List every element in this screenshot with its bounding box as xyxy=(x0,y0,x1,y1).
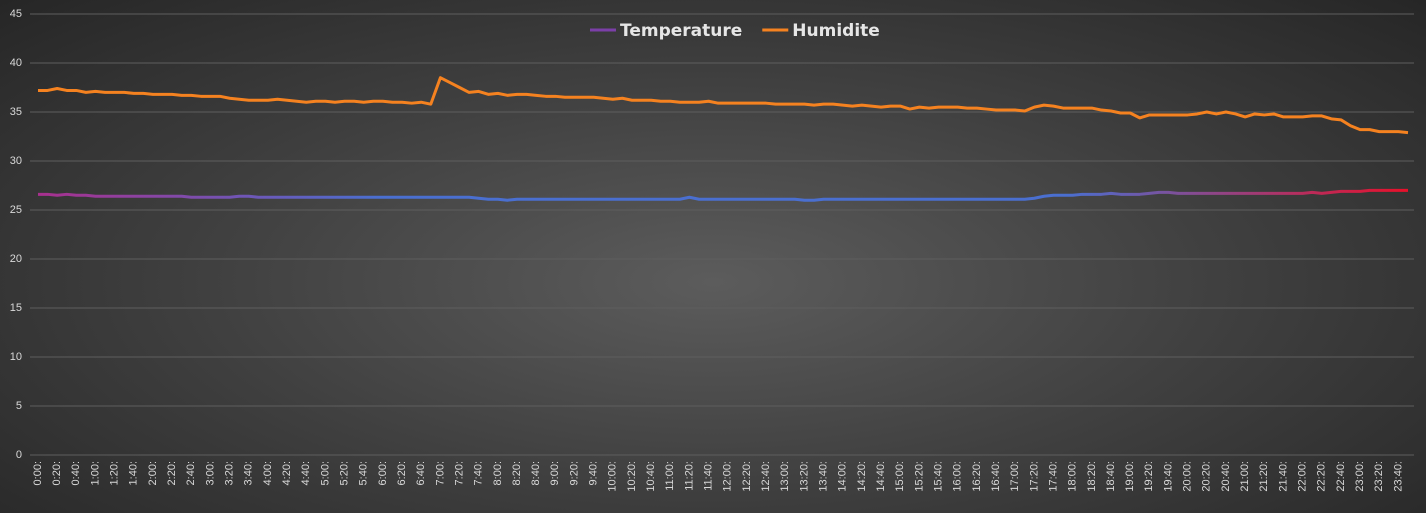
x-tick-label: 4:20: xyxy=(281,461,293,485)
x-tick-label: 21:40: xyxy=(1277,461,1289,492)
x-tick-label: 4:40: xyxy=(300,461,312,485)
x-tick-label: 13:40: xyxy=(818,461,830,492)
x-tick-label: 18:20: xyxy=(1086,461,1098,492)
y-tick-label: 35 xyxy=(10,106,22,118)
x-tick-label: 17:00: xyxy=(1009,461,1021,492)
x-tick-label: 10:40: xyxy=(645,461,657,492)
x-tick-label: 5:20: xyxy=(338,461,350,485)
x-tick-label: 18:40: xyxy=(1105,461,1117,492)
legend-label: Humidite xyxy=(792,21,880,41)
x-tick-label: 16:00: xyxy=(952,461,964,492)
x-tick-label: 9:40: xyxy=(588,461,600,485)
x-tick-label: 3:40: xyxy=(243,461,255,485)
x-tick-label: 16:20: xyxy=(971,461,983,492)
x-tick-label: 19:20: xyxy=(1143,461,1155,492)
x-tick-label: 3:00: xyxy=(204,461,216,485)
x-tick-label: 8:40: xyxy=(530,461,542,485)
x-tick-label: 15:00: xyxy=(894,461,906,492)
x-tick-label: 3:20: xyxy=(224,461,236,485)
y-tick-label: 25 xyxy=(10,204,22,216)
x-tick-label: 5:40: xyxy=(358,461,370,485)
x-tick-label: 17:40: xyxy=(1047,461,1059,492)
x-tick-label: 12:40: xyxy=(760,461,772,492)
y-tick-label: 0 xyxy=(16,449,22,461)
x-tick-label: 9:20: xyxy=(568,461,580,485)
x-tick-label: 13:00: xyxy=(779,461,791,492)
x-tick-label: 1:40: xyxy=(128,461,140,485)
x-tick-label: 14:20: xyxy=(856,461,868,492)
x-tick-label: 18:00: xyxy=(1067,461,1079,492)
x-tick-label: 0:20: xyxy=(51,461,63,485)
x-tick-label: 2:00: xyxy=(147,461,159,485)
x-tick-label: 21:00: xyxy=(1239,461,1251,492)
y-tick-label: 40 xyxy=(10,57,22,69)
y-tick-label: 30 xyxy=(10,155,22,167)
x-tick-label: 7:00: xyxy=(434,461,446,485)
x-tick-label: 7:40: xyxy=(473,461,485,485)
x-tick-label: 7:20: xyxy=(453,461,465,485)
x-tick-label: 15:20: xyxy=(913,461,925,492)
series-line xyxy=(38,188,1408,202)
y-tick-label: 20 xyxy=(10,253,22,265)
x-tick-label: 23:20: xyxy=(1373,461,1385,492)
x-tick-label: 14:00: xyxy=(837,461,849,492)
x-tick-label: 2:20: xyxy=(166,461,178,485)
x-tick-label: 1:20: xyxy=(109,461,121,485)
x-tick-label: 22:40: xyxy=(1335,461,1347,492)
x-tick-label: 23:40: xyxy=(1392,461,1404,492)
x-tick-label: 13:20: xyxy=(798,461,810,492)
x-tick-label: 6:20: xyxy=(396,461,408,485)
y-tick-label: 15 xyxy=(10,302,22,314)
x-tick-label: 20:00: xyxy=(1182,461,1194,492)
x-tick-label: 8:20: xyxy=(511,461,523,485)
y-tick-label: 5 xyxy=(16,400,22,412)
x-tick-label: 0:40: xyxy=(70,461,82,485)
y-tick-label: 10 xyxy=(10,351,22,363)
x-tick-label: 15:40: xyxy=(932,461,944,492)
x-tick-label: 6:40: xyxy=(415,461,427,485)
x-tick-label: 9:00: xyxy=(549,461,561,485)
x-tick-label: 1:00: xyxy=(89,461,101,485)
x-tick-label: 20:20: xyxy=(1201,461,1213,492)
x-tick-label: 12:20: xyxy=(741,461,753,492)
x-tick-label: 16:40: xyxy=(990,461,1002,492)
x-tick-label: 4:00: xyxy=(262,461,274,485)
x-tick-label: 22:20: xyxy=(1316,461,1328,492)
x-tick-label: 2:40: xyxy=(185,461,197,485)
x-tick-label: 21:20: xyxy=(1258,461,1270,492)
x-tick-label: 11:40: xyxy=(703,461,715,491)
x-tick-label: 17:20: xyxy=(1028,461,1040,492)
x-tick-label: 22:00: xyxy=(1297,461,1309,492)
legend-label: Temperature xyxy=(620,21,742,41)
x-tick-label: 20:40: xyxy=(1220,461,1232,492)
series-line xyxy=(38,76,1409,135)
x-tick-label: 8:00: xyxy=(492,461,504,485)
y-tick-label: 45 xyxy=(10,8,22,20)
x-tick-label: 5:00: xyxy=(319,461,331,485)
x-tick-label: 14:40: xyxy=(875,461,887,492)
x-tick-label: 6:00: xyxy=(377,461,389,485)
x-tick-label: 19:00: xyxy=(1124,461,1136,492)
x-tick-label: 19:40: xyxy=(1162,461,1174,492)
x-tick-label: 0:00: xyxy=(32,461,44,485)
x-tick-label: 11:20: xyxy=(683,461,695,491)
x-tick-label: 23:00: xyxy=(1354,461,1366,492)
x-tick-label: 10:20: xyxy=(626,461,638,492)
x-tick-label: 12:00: xyxy=(722,461,734,492)
x-tick-label: 11:00: xyxy=(664,461,676,491)
x-tick-label: 10:00: xyxy=(607,461,619,492)
